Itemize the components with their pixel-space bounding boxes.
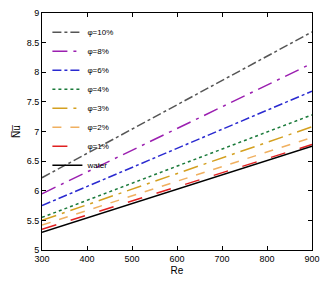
svg-text:8.5: 8.5 xyxy=(27,38,40,48)
svg-text:φ=1%: φ=1% xyxy=(87,142,108,151)
svg-text:water: water xyxy=(86,161,107,170)
svg-text:300: 300 xyxy=(34,254,49,264)
svg-text:6: 6 xyxy=(34,186,39,196)
svg-text:900: 900 xyxy=(304,254,319,264)
svg-text:6.5: 6.5 xyxy=(27,156,40,166)
svg-text:N̅u̅: N̅u̅ xyxy=(11,125,22,138)
svg-text:Re: Re xyxy=(171,265,184,276)
svg-text:5.5: 5.5 xyxy=(27,216,40,226)
svg-text:φ=8%: φ=8% xyxy=(87,47,108,56)
svg-text:600: 600 xyxy=(169,254,184,264)
svg-text:7.5: 7.5 xyxy=(27,97,40,107)
svg-text:φ=3%: φ=3% xyxy=(87,104,108,113)
svg-text:φ=10%: φ=10% xyxy=(87,28,113,37)
svg-text:9: 9 xyxy=(34,8,39,18)
svg-text:800: 800 xyxy=(259,254,274,264)
svg-text:φ=2%: φ=2% xyxy=(87,123,108,132)
svg-text:φ=4%: φ=4% xyxy=(87,85,108,94)
svg-text:8: 8 xyxy=(34,67,39,77)
svg-text:500: 500 xyxy=(124,254,139,264)
svg-text:φ=6%: φ=6% xyxy=(87,66,108,75)
svg-text:700: 700 xyxy=(214,254,229,264)
svg-text:7: 7 xyxy=(34,127,39,137)
svg-text:400: 400 xyxy=(79,254,94,264)
svg-text:5: 5 xyxy=(34,245,39,255)
